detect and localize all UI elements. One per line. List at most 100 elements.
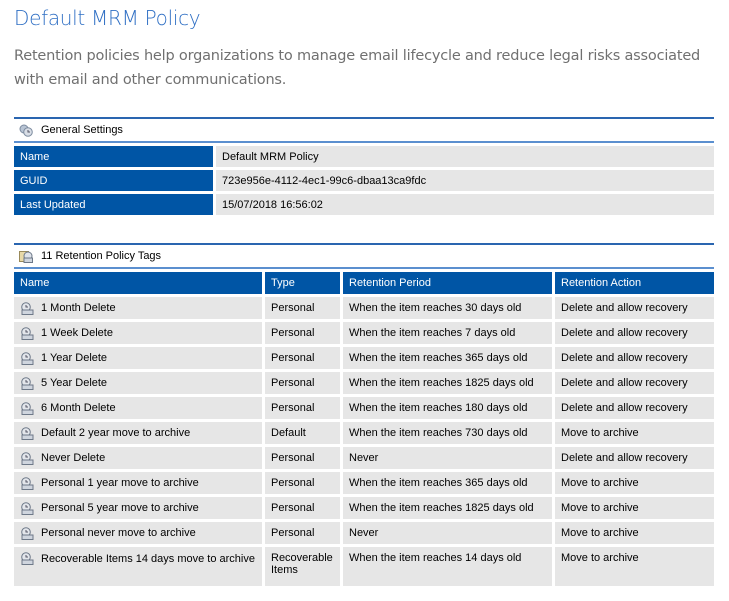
setting-row: GUID 723e956e-4112-4ec1-99c6-dbaa13ca9fdc xyxy=(14,170,714,191)
setting-value: 15/07/2018 16:56:02 xyxy=(216,194,714,215)
tag-type: Recoverable Items xyxy=(271,552,333,576)
table-row: 1 Month Delete Personal When the item reac… xyxy=(14,297,714,319)
tag-type: Default xyxy=(271,427,306,439)
retention-tags-table: Name Type Retention Period Retention Act… xyxy=(11,269,717,589)
tag-name-cell: Default 2 year move to archive xyxy=(14,422,262,444)
tag-name: Personal 1 year move to archive xyxy=(41,477,199,489)
tag-retention-action-cell: Delete and allow recovery xyxy=(555,322,714,344)
table-row: 6 Month Delete Personal When the item reac… xyxy=(14,397,714,419)
table-row: Default 2 year move to archive Default Whe… xyxy=(14,422,714,444)
tag-type-cell: Personal xyxy=(265,447,340,469)
retention-tags-section: 11 Retention Policy Tags Name Type Reten… xyxy=(14,243,714,589)
page-title: Default MRM Policy xyxy=(14,6,201,30)
tag-retention-period-cell: When the item reaches 730 days old xyxy=(343,422,552,444)
table-row: Personal 1 year move to archive Personal W… xyxy=(14,472,714,494)
table-row: 1 Year Delete Personal When the item reach… xyxy=(14,347,714,369)
tag-name: 5 Year Delete xyxy=(41,377,108,389)
tag-retention-action: Move to archive xyxy=(561,527,639,539)
tag-retention-action: Delete and allow recovery xyxy=(561,327,688,339)
table-row: 1 Week Delete Personal When the item reach… xyxy=(14,322,714,344)
tag-name: Never Delete xyxy=(41,452,106,464)
tag-name: Default 2 year move to archive xyxy=(41,427,191,439)
retention-tag-icon xyxy=(21,451,34,465)
tag-retention-period: When the item reaches 730 days old xyxy=(349,427,528,439)
tag-type-cell: Personal xyxy=(265,297,340,319)
retention-tag-icon xyxy=(21,351,34,365)
tag-retention-period: When the item reaches 365 days old xyxy=(349,477,528,489)
tag-type: Personal xyxy=(271,402,315,414)
retention-tags-header: 11 Retention Policy Tags xyxy=(14,243,714,269)
tag-type-cell: Recoverable Items xyxy=(265,547,340,586)
retention-tag-icon xyxy=(21,476,34,490)
tag-name-cell: Personal 1 year move to archive xyxy=(14,472,262,494)
tag-retention-action: Delete and allow recovery xyxy=(561,452,688,464)
tag-type-cell: Personal xyxy=(265,372,340,394)
tag-type: Personal xyxy=(271,377,315,389)
general-settings-title: General Settings xyxy=(41,124,123,136)
tag-type-cell: Personal xyxy=(265,497,340,519)
general-settings-section: General Settings Name Default MRM Policy … xyxy=(14,117,714,218)
tag-retention-period: When the item reaches 14 days old xyxy=(349,552,522,564)
tag-name: Personal never move to archive xyxy=(41,527,196,539)
tag-name: 1 Week Delete xyxy=(41,327,113,339)
tag-retention-period: Never xyxy=(349,452,379,464)
tag-retention-action-cell: Delete and allow recovery xyxy=(555,297,714,319)
setting-label: Name xyxy=(14,146,213,167)
tag-retention-period-cell: Never xyxy=(343,522,552,544)
tag-retention-period-cell: Never xyxy=(343,447,552,469)
tag-retention-action-cell: Move to archive xyxy=(555,497,714,519)
tag-retention-action-cell: Move to archive xyxy=(555,547,714,586)
setting-row: Name Default MRM Policy xyxy=(14,146,714,167)
tag-retention-action: Move to archive xyxy=(561,502,639,514)
retention-tag-icon xyxy=(21,552,34,565)
tag-type-cell: Personal xyxy=(265,322,340,344)
tag-type: Personal xyxy=(271,477,315,489)
tag-type: Personal xyxy=(271,302,315,314)
tag-retention-period-cell: When the item reaches 365 days old xyxy=(343,347,552,369)
tag-retention-action-cell: Move to archive xyxy=(555,472,714,494)
tag-retention-period-cell: When the item reaches 180 days old xyxy=(343,397,552,419)
tag-retention-period-cell: When the item reaches 1825 days old xyxy=(343,497,552,519)
tag-name: 1 Year Delete xyxy=(41,352,108,364)
table-row: 5 Year Delete Personal When the item reach… xyxy=(14,372,714,394)
tag-retention-action-cell: Delete and allow recovery xyxy=(555,397,714,419)
retention-tag-icon xyxy=(21,326,34,340)
tag-retention-action: Delete and allow recovery xyxy=(561,377,688,389)
tag-name-cell: Never Delete xyxy=(14,447,262,469)
tag-retention-action: Move to archive xyxy=(561,552,639,564)
retention-tags-title: 11 Retention Policy Tags xyxy=(41,250,162,262)
tag-type-cell: Default xyxy=(265,422,340,444)
tag-retention-action-cell: Delete and allow recovery xyxy=(555,447,714,469)
general-settings-table: Name Default MRM Policy GUID 723e956e-4112… xyxy=(11,143,717,218)
tag-retention-action: Delete and allow recovery xyxy=(561,302,688,314)
tag-retention-period: When the item reaches 1825 days old xyxy=(349,502,534,514)
column-header-retention-action: Retention Action xyxy=(555,272,714,294)
tag-type: Personal xyxy=(271,452,315,464)
tag-type-cell: Personal xyxy=(265,347,340,369)
tag-name-cell: Personal 5 year move to archive xyxy=(14,497,262,519)
retention-tag-icon xyxy=(21,426,34,440)
setting-label: Last Updated xyxy=(14,194,213,215)
tag-name: 6 Month Delete xyxy=(41,402,116,414)
table-row: Never Delete Personal Never Delete and allo… xyxy=(14,447,714,469)
table-row: Recoverable Items 14 days move to archiv… xyxy=(14,547,714,586)
table-row: Personal never move to archive Personal Ne… xyxy=(14,522,714,544)
settings-icon xyxy=(19,124,33,137)
tag-retention-action: Delete and allow recovery xyxy=(561,402,688,414)
setting-row: Last Updated 15/07/2018 16:56:02 xyxy=(14,194,714,215)
tag-retention-action-cell: Delete and allow recovery xyxy=(555,372,714,394)
retention-tag-icon xyxy=(21,526,34,540)
tag-name: 1 Month Delete xyxy=(41,302,116,314)
tag-retention-action-cell: Delete and allow recovery xyxy=(555,347,714,369)
tag-retention-period: When the item reaches 30 days old xyxy=(349,302,522,314)
tag-retention-action-cell: Move to archive xyxy=(555,522,714,544)
tag-name-cell: 1 Week Delete xyxy=(14,322,262,344)
tag-retention-period-cell: When the item reaches 30 days old xyxy=(343,297,552,319)
retention-tags-icon xyxy=(19,250,33,263)
tag-type: Personal xyxy=(271,327,315,339)
tag-name: Personal 5 year move to archive xyxy=(41,502,199,514)
tag-type-cell: Personal xyxy=(265,397,340,419)
retention-tag-icon xyxy=(21,376,34,390)
tag-type-cell: Personal xyxy=(265,522,340,544)
setting-value: 723e956e-4112-4ec1-99c6-dbaa13ca9fdc xyxy=(216,170,714,191)
